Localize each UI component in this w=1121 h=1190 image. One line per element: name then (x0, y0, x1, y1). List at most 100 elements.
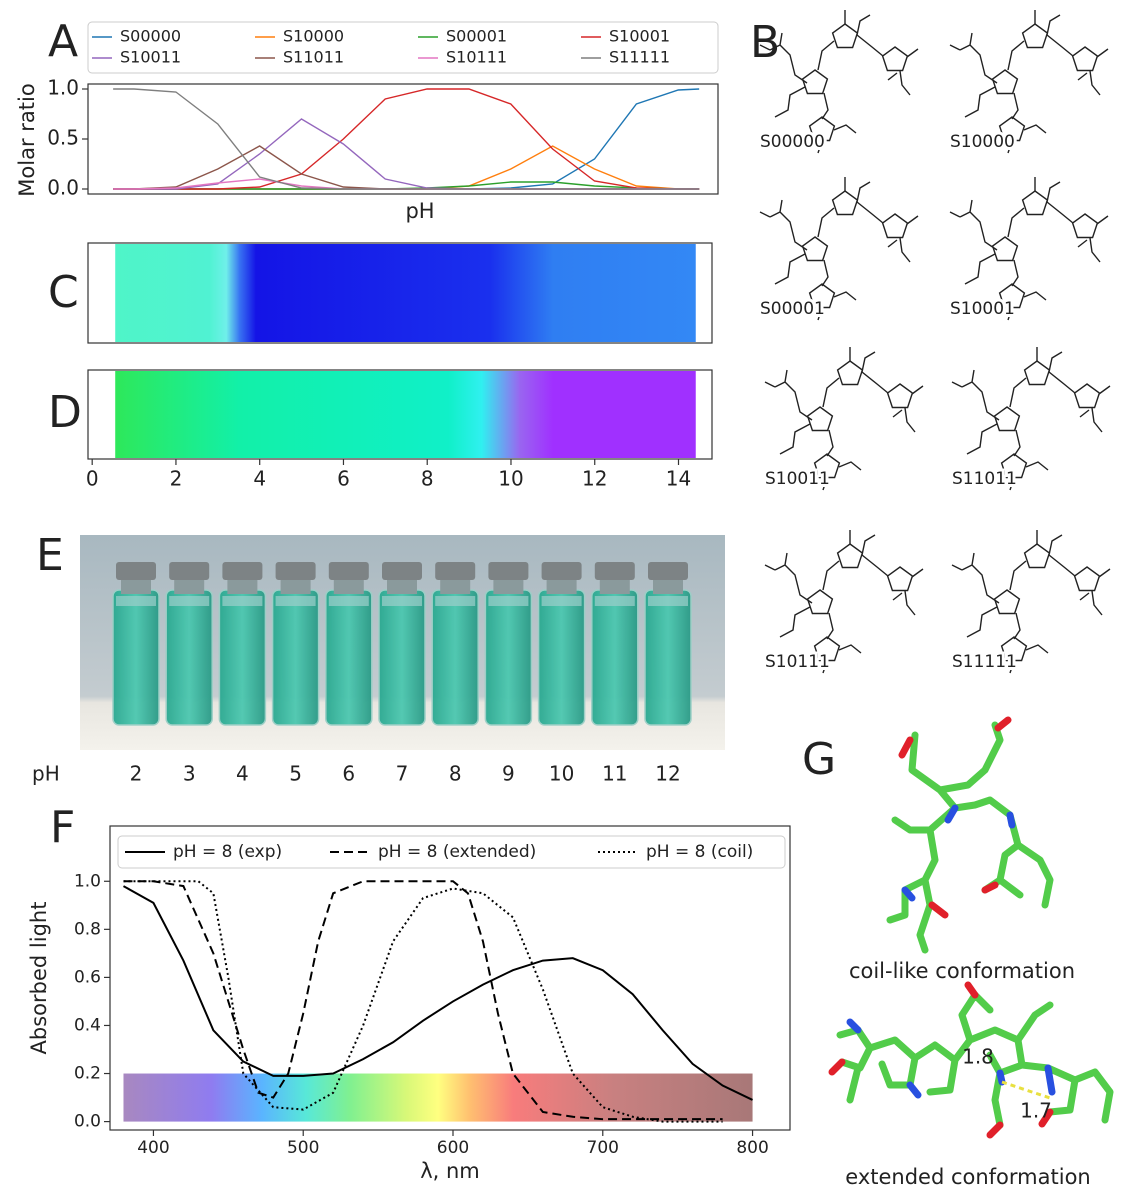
series-line (113, 118, 700, 190)
vial-body (484, 589, 533, 726)
vial-neck (599, 578, 630, 594)
photo-axis-label: pH (32, 762, 60, 786)
vial-body (112, 589, 160, 726)
strip-frame (87, 242, 713, 344)
y-axis-label: Molar ratio (15, 83, 39, 196)
vial-cap (435, 562, 476, 580)
vial-body (165, 589, 213, 726)
y-tick-label: 1.0 (74, 871, 101, 891)
plot-frame (87, 83, 719, 195)
color-segment (552, 371, 696, 458)
plot-frame (109, 825, 791, 1131)
color-segment (238, 371, 449, 458)
legend-label: pH = 8 (extended) (378, 842, 536, 862)
x-axis-label: λ, nm (420, 1159, 480, 1183)
x-tick-label: 8 (421, 467, 434, 491)
x-tick-label: 600 (437, 1138, 469, 1158)
y-tick-label: 0.0 (47, 176, 79, 200)
structure-label: S10111 (765, 652, 830, 672)
series-line (113, 88, 700, 190)
structure-label: S11111 (952, 652, 1017, 672)
structure-label: S11011 (952, 469, 1017, 489)
vial-neck (440, 578, 471, 594)
vial-neck (546, 578, 577, 594)
x-tick-label: 6 (337, 467, 350, 491)
vial-neck (653, 578, 683, 594)
legend-label: S11111 (609, 48, 670, 67)
vial-neck (493, 578, 524, 594)
distance-label: 1.7 (1020, 1099, 1052, 1123)
x-tick-label: 500 (287, 1138, 319, 1158)
strip-frame (87, 369, 713, 460)
legend-box (117, 835, 786, 869)
coil-structure: coil-like conformation (849, 716, 1075, 983)
caption: extended conformation (845, 1165, 1090, 1189)
color-segment (238, 244, 257, 342)
vial-label: 6 (342, 762, 355, 786)
x-tick-label: 0 (86, 467, 99, 491)
legend-label: S10000 (283, 27, 344, 46)
legend-label: S10011 (120, 48, 181, 67)
vial-label: 9 (502, 762, 515, 786)
legend-label: S00000 (120, 27, 181, 46)
vial-cap (222, 562, 263, 580)
vial-neck (333, 578, 364, 594)
x-tick-label: 10 (498, 467, 523, 491)
vial-label: 4 (236, 762, 249, 786)
vial-neck (121, 578, 151, 594)
panel-label: D (48, 387, 82, 438)
legend-label: S10001 (609, 27, 670, 46)
vial-neck (280, 578, 311, 594)
series-line (113, 88, 700, 190)
vial-body (378, 589, 426, 726)
y-tick-label: 0.0 (74, 1112, 101, 1132)
x-tick-label: 12 (582, 467, 607, 491)
y-tick-label: 0.6 (74, 967, 101, 987)
structure-label: S10000 (950, 132, 1015, 152)
vial-label: 3 (183, 762, 196, 786)
color-segment (490, 244, 554, 342)
color-segment (115, 244, 210, 342)
series-line (113, 145, 700, 190)
vial-label: 2 (130, 762, 143, 786)
series-line (123, 880, 723, 1121)
legend-label: S00001 (446, 27, 507, 46)
color-segment (519, 371, 554, 458)
vial-headspace (541, 596, 582, 606)
caption: coil-like conformation (849, 959, 1075, 983)
x-tick-label: 700 (587, 1138, 619, 1158)
vial-neck (174, 578, 205, 594)
panel-label: C (48, 267, 79, 318)
extended-structure: 1.8 1.7 extended conformation (828, 981, 1114, 1189)
vial-cap (488, 562, 529, 580)
vial-label: 5 (289, 762, 302, 786)
series-line (113, 88, 700, 190)
x-axis-label: pH (405, 199, 434, 223)
vial-headspace (382, 596, 422, 606)
x-tick-label: 14 (666, 467, 691, 491)
vial-body (431, 589, 479, 726)
panel-label: G (802, 734, 836, 785)
panel-label: B (750, 17, 780, 68)
vial-body (644, 589, 692, 726)
color-segment (481, 371, 520, 458)
color-segment (552, 244, 696, 342)
vial-headspace (488, 596, 529, 606)
x-tick-label: 4 (253, 467, 266, 491)
vial-cap (541, 562, 582, 580)
x-tick-label: 2 (170, 467, 183, 491)
legend-label: S10111 (446, 48, 507, 67)
structure-label: S00000 (760, 132, 825, 152)
vial-headspace (222, 596, 263, 606)
y-axis-label: Absorbed light (27, 902, 51, 1055)
x-tick-label: 800 (736, 1138, 768, 1158)
vial-neck (227, 578, 258, 594)
y-tick-label: 0.4 (74, 1015, 101, 1035)
vial-label: 8 (449, 762, 462, 786)
vial-label: 7 (396, 762, 409, 786)
vial-cap (169, 562, 210, 580)
legend-label: S11011 (283, 48, 344, 67)
vial-cap (648, 562, 688, 580)
vial-label: 11 (602, 762, 627, 786)
